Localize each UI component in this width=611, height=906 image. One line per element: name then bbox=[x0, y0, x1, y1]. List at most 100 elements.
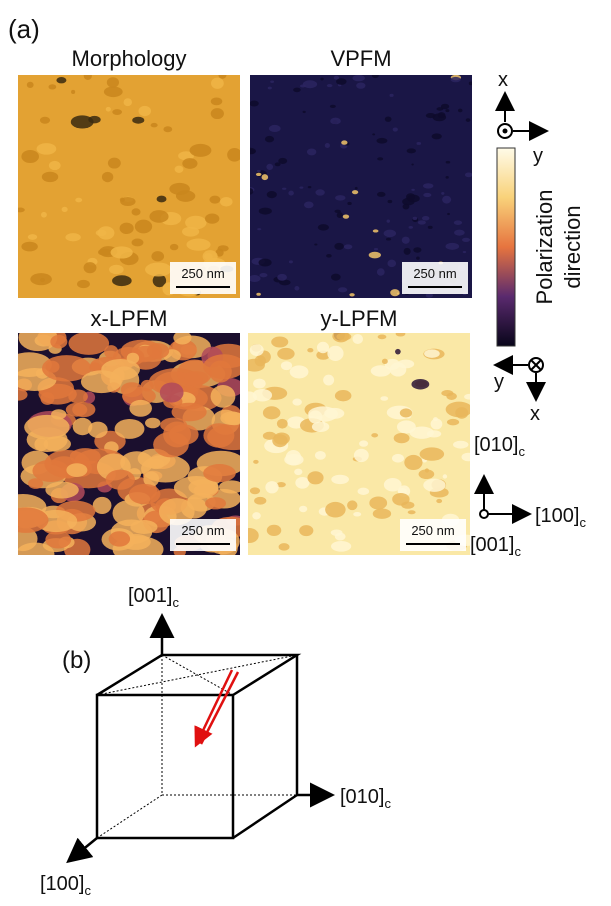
texture-spot bbox=[68, 390, 88, 404]
dot bbox=[503, 129, 508, 134]
texture-spot bbox=[106, 470, 135, 490]
image-title: y-LPFM bbox=[321, 306, 398, 331]
texture-spot bbox=[292, 399, 301, 406]
texture-spot bbox=[182, 158, 197, 169]
texture-spot bbox=[104, 86, 123, 97]
cube bbox=[70, 618, 330, 860]
texture-spot bbox=[270, 80, 274, 82]
texture-spot bbox=[266, 164, 273, 170]
texture-spot bbox=[151, 251, 164, 261]
texture-spot bbox=[257, 170, 261, 172]
axis-label: [100]c bbox=[535, 505, 586, 530]
texture-spot bbox=[343, 215, 349, 219]
figure: (a) Morphology VPFM x-LPFM y-LPFM 250 nm… bbox=[0, 0, 611, 901]
scale-bar-label: 250 nm bbox=[181, 266, 224, 281]
texture-spot bbox=[184, 371, 209, 384]
texture-spot bbox=[16, 542, 54, 565]
texture-spot bbox=[334, 210, 340, 213]
texture-spot bbox=[157, 196, 167, 203]
texture-spot bbox=[282, 188, 286, 190]
texture-spot bbox=[66, 403, 87, 417]
texture-spot bbox=[359, 440, 368, 446]
texture-spot bbox=[112, 109, 122, 115]
texture-spot bbox=[139, 106, 152, 116]
texture-spot bbox=[227, 148, 242, 162]
axis-label: [100]c bbox=[40, 873, 91, 898]
texture-spot bbox=[411, 189, 415, 191]
texture-spot bbox=[469, 81, 473, 85]
texture-spot bbox=[446, 402, 473, 418]
texture-spot bbox=[48, 84, 56, 89]
axis-sub: c bbox=[514, 544, 521, 559]
texture-spot bbox=[331, 541, 351, 552]
texture-spot bbox=[376, 138, 387, 144]
axis-label: y bbox=[494, 371, 504, 393]
texture-spot bbox=[326, 254, 332, 258]
texture-spot bbox=[111, 246, 133, 258]
panel-label: (b) bbox=[62, 647, 91, 674]
texture-spot bbox=[256, 173, 262, 176]
texture-spot bbox=[401, 502, 414, 509]
scale-bar-label: 250 nm bbox=[411, 523, 454, 538]
texture-spot bbox=[294, 286, 299, 291]
texture-spot bbox=[335, 533, 346, 541]
axis-sub: c bbox=[84, 883, 91, 898]
texture-spot bbox=[293, 88, 301, 93]
texture-spot bbox=[394, 433, 410, 443]
texture-spot bbox=[220, 411, 243, 425]
axis-sub: c bbox=[518, 444, 525, 459]
texture-spot bbox=[377, 157, 383, 160]
texture-spot bbox=[373, 509, 391, 519]
texture-spot bbox=[262, 174, 269, 180]
texture-spot bbox=[354, 449, 369, 462]
texture-spot bbox=[377, 192, 386, 197]
texture-spot bbox=[411, 163, 413, 165]
texture-spot bbox=[330, 105, 336, 108]
texture-spot bbox=[307, 348, 313, 352]
texture-spot bbox=[49, 161, 61, 170]
axis-main: [100] bbox=[535, 505, 579, 527]
texture-spot bbox=[65, 233, 80, 241]
axis-main: [001] bbox=[128, 585, 172, 607]
texture-spot bbox=[432, 133, 442, 139]
texture-spot bbox=[21, 150, 39, 163]
texture-spot bbox=[378, 335, 387, 340]
texture-spot bbox=[169, 183, 190, 195]
texture-spot bbox=[393, 127, 398, 131]
texture-spot bbox=[402, 237, 410, 244]
texture-spot bbox=[211, 98, 223, 106]
texture-spot bbox=[419, 469, 435, 479]
texture-spot bbox=[84, 72, 92, 80]
texture-spot bbox=[257, 228, 261, 230]
texture-spot bbox=[423, 193, 431, 197]
texture-spot bbox=[265, 481, 278, 493]
axis-label: [001]c bbox=[128, 585, 179, 610]
texture-spot bbox=[106, 107, 111, 112]
texture-spot bbox=[353, 75, 365, 81]
texture-spot bbox=[369, 252, 381, 259]
texture-spot bbox=[327, 84, 333, 87]
texture-spot bbox=[218, 72, 226, 79]
texture-spot bbox=[68, 332, 109, 355]
texture-spot bbox=[420, 447, 444, 460]
texture-spot bbox=[446, 176, 449, 179]
texture-spot bbox=[249, 101, 258, 107]
texture-spot bbox=[387, 260, 396, 268]
texture-spot bbox=[404, 248, 411, 255]
texture-spot bbox=[203, 464, 236, 482]
texture-spot bbox=[400, 408, 412, 417]
texture-spot bbox=[416, 256, 420, 259]
texture-spot bbox=[335, 390, 352, 401]
texture-spot bbox=[331, 274, 341, 281]
texture-spot bbox=[344, 244, 353, 249]
texture-spot bbox=[307, 471, 323, 484]
texture-spot bbox=[413, 247, 421, 252]
texture-spot bbox=[395, 349, 401, 355]
texture-spot bbox=[446, 243, 460, 250]
texture-spot bbox=[190, 144, 212, 157]
texture-spot bbox=[279, 543, 290, 550]
axis-main: [100] bbox=[40, 873, 84, 895]
texture-spot bbox=[373, 229, 379, 232]
texture-spot bbox=[384, 230, 396, 237]
